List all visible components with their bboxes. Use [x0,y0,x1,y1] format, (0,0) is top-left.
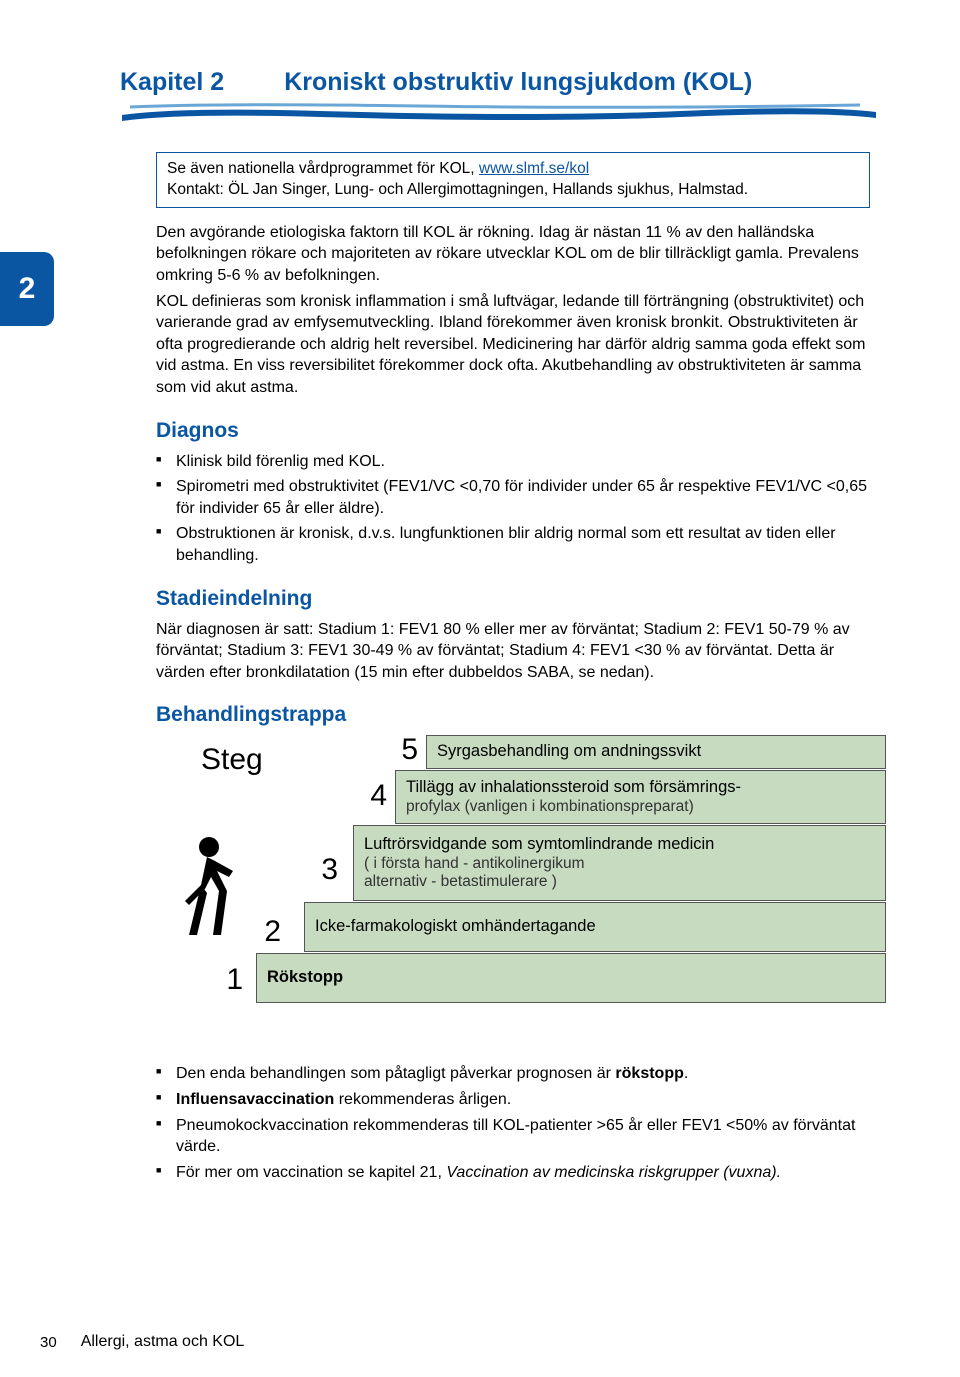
step-main-text: Luftrörsvidgande som symtomlindrande med… [364,835,875,855]
stadie-heading: Stadieindelning [156,587,870,611]
info-box-line2: Kontakt: ÖL Jan Singer, Lung- och Allerg… [167,180,859,201]
post-trappa-item: Den enda behandlingen som påtagligt påve… [156,1063,870,1085]
step-box: Luftrörsvidgande som symtomlindrande med… [353,825,886,901]
intro-p1: Den avgörande etiologiska faktorn till K… [156,222,870,287]
info-box: Se även nationella vårdprogrammet för KO… [156,152,870,208]
steg-label: Steg [201,743,263,777]
step-number: 4 [357,779,387,813]
intro-p2: KOL definieras som kronisk inflammation … [156,291,870,399]
info-box-link[interactable]: www.slmf.se/kol [479,160,589,177]
treatment-staircase: Steg 5 Syrgasbehandling om andningssvikt 4… [156,735,886,1035]
chapter-header: Kapitel 2 Kroniskt obstruktiv lungsjukdo… [120,68,870,97]
chapter-label: Kapitel 2 [120,68,224,97]
post-trappa-item: Influensavaccination rekommenderas årlig… [156,1089,870,1111]
trappa-heading: Behandlingstrappa [156,703,870,727]
info-box-line1-prefix: Se även nationella vårdprogrammet för KO… [167,160,479,177]
step-main-text: Tillägg av inhalationssteroid som försäm… [406,778,875,798]
page-footer: 30 Allergi, astma och KOL [40,1333,244,1351]
step-sub-text: ( i första hand - antikolinergikum alter… [364,855,875,892]
page-number: 30 [40,1334,57,1351]
step-sub-text: profylax (vanligen i kombinationsprepara… [406,798,875,817]
chapter-title: Kroniskt obstruktiv lungsjukdom (KOL) [284,68,752,97]
stadie-text: När diagnosen är satt: Stadium 1: FEV1 8… [156,619,870,684]
step-number: 2 [251,915,281,949]
diagnos-item: Klinisk bild förenlig med KOL. [156,451,870,473]
step-box: Rökstopp [256,953,886,1003]
step-number: 3 [308,853,338,887]
step-box: Icke-farmakologiskt omhändertagande [304,902,886,952]
step-box: Tillägg av inhalationssteroid som försäm… [395,770,886,824]
step-number: 1 [213,963,243,997]
diagnos-item: Obstruktionen är kronisk, d.v.s. lungfun… [156,523,870,566]
header-underline [120,103,880,125]
step-number: 5 [388,733,418,767]
intro-text: Den avgörande etiologiska faktorn till K… [156,222,870,399]
diagnos-item: Spirometri med obstruktivitet (FEV1/VC <… [156,476,870,519]
footer-section: Allergi, astma och KOL [81,1333,245,1351]
diagnos-heading: Diagnos [156,419,870,443]
post-trappa-list: Den enda behandlingen som påtagligt påve… [156,1063,870,1183]
info-box-line1: Se även nationella vårdprogrammet för KO… [167,159,859,180]
page-content: Kapitel 2 Kroniskt obstruktiv lungsjukdo… [0,0,960,1183]
step-main-text: Syrgasbehandling om andningssvikt [437,742,875,762]
post-trappa-item: För mer om vaccination se kapitel 21, Va… [156,1162,870,1184]
step-box: Syrgasbehandling om andningssvikt [426,735,886,769]
step-main-text: Icke-farmakologiskt omhändertagande [315,917,875,937]
walker-icon [171,835,241,945]
step-main-text: Rökstopp [267,968,875,988]
post-trappa-item: Pneumokockvaccination rekommenderas till… [156,1115,870,1158]
diagnos-list: Klinisk bild förenlig med KOL. Spirometr… [156,451,870,567]
